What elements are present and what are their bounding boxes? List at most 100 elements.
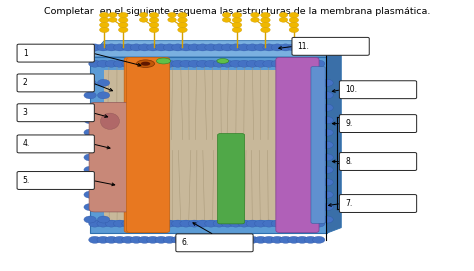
Circle shape	[196, 220, 209, 227]
Circle shape	[232, 12, 242, 18]
Circle shape	[321, 204, 333, 211]
Circle shape	[205, 236, 217, 243]
Circle shape	[289, 22, 299, 28]
Circle shape	[98, 129, 110, 136]
Circle shape	[221, 236, 234, 243]
FancyBboxPatch shape	[176, 234, 253, 252]
Circle shape	[100, 22, 109, 28]
Circle shape	[172, 44, 184, 51]
Circle shape	[139, 12, 148, 17]
Circle shape	[232, 22, 242, 28]
Circle shape	[84, 166, 96, 173]
Circle shape	[238, 60, 250, 67]
Circle shape	[122, 44, 134, 51]
Circle shape	[84, 104, 96, 111]
Ellipse shape	[141, 62, 150, 66]
Circle shape	[307, 117, 319, 124]
Circle shape	[84, 204, 96, 211]
Circle shape	[279, 17, 288, 22]
Circle shape	[307, 166, 319, 173]
Circle shape	[180, 220, 192, 227]
FancyBboxPatch shape	[311, 67, 325, 223]
Circle shape	[205, 60, 217, 67]
Circle shape	[155, 60, 167, 67]
Circle shape	[188, 220, 201, 227]
Circle shape	[188, 60, 201, 67]
Circle shape	[98, 92, 110, 99]
Circle shape	[130, 44, 142, 51]
Circle shape	[232, 17, 242, 23]
Circle shape	[118, 17, 128, 23]
Circle shape	[138, 60, 151, 67]
FancyBboxPatch shape	[292, 37, 369, 55]
Circle shape	[172, 220, 184, 227]
Circle shape	[118, 12, 128, 18]
FancyBboxPatch shape	[89, 102, 131, 212]
Circle shape	[261, 12, 270, 18]
FancyBboxPatch shape	[124, 57, 167, 233]
Circle shape	[180, 236, 192, 243]
Circle shape	[213, 236, 226, 243]
Circle shape	[307, 204, 319, 211]
Circle shape	[163, 60, 175, 67]
Text: 8.: 8.	[345, 157, 352, 166]
Text: 7.: 7.	[345, 199, 352, 208]
Text: 9.: 9.	[345, 119, 352, 128]
FancyBboxPatch shape	[127, 57, 170, 233]
FancyBboxPatch shape	[339, 153, 417, 170]
FancyBboxPatch shape	[17, 104, 94, 122]
Circle shape	[118, 22, 128, 28]
Circle shape	[246, 44, 259, 51]
Circle shape	[213, 60, 226, 67]
Circle shape	[221, 60, 234, 67]
Circle shape	[149, 27, 159, 33]
Circle shape	[307, 92, 319, 99]
Circle shape	[321, 104, 333, 111]
Circle shape	[271, 60, 283, 67]
Circle shape	[229, 236, 242, 243]
Circle shape	[296, 236, 308, 243]
Circle shape	[307, 104, 319, 111]
FancyBboxPatch shape	[90, 57, 327, 233]
Circle shape	[155, 220, 167, 227]
Circle shape	[321, 216, 333, 223]
Circle shape	[280, 44, 292, 51]
Polygon shape	[327, 41, 341, 233]
Circle shape	[280, 60, 292, 67]
Circle shape	[97, 220, 109, 227]
Circle shape	[321, 154, 333, 161]
Text: 6.: 6.	[182, 238, 189, 247]
Circle shape	[98, 104, 110, 111]
Circle shape	[130, 60, 142, 67]
FancyBboxPatch shape	[104, 70, 313, 220]
Circle shape	[280, 236, 292, 243]
Circle shape	[321, 191, 333, 198]
Circle shape	[97, 236, 109, 243]
Circle shape	[172, 60, 184, 67]
Circle shape	[296, 220, 308, 227]
Circle shape	[307, 129, 319, 136]
Circle shape	[84, 117, 96, 124]
Text: Completar  en el siguiente esquema las estructuras de la membrana plasmática.: Completar en el siguiente esquema las es…	[44, 7, 430, 16]
Circle shape	[84, 92, 96, 99]
Circle shape	[255, 220, 267, 227]
Circle shape	[89, 60, 101, 67]
Circle shape	[271, 220, 283, 227]
FancyBboxPatch shape	[339, 81, 417, 99]
Circle shape	[180, 60, 192, 67]
Text: 11.: 11.	[298, 42, 310, 51]
Circle shape	[321, 129, 333, 136]
Circle shape	[98, 191, 110, 198]
Circle shape	[105, 220, 118, 227]
Circle shape	[100, 27, 109, 33]
Circle shape	[246, 220, 259, 227]
Text: 5.: 5.	[23, 176, 30, 185]
Circle shape	[109, 12, 117, 17]
Text: 1: 1	[23, 49, 27, 58]
Circle shape	[196, 236, 209, 243]
Circle shape	[98, 166, 110, 173]
Circle shape	[147, 60, 159, 67]
Circle shape	[313, 236, 325, 243]
Circle shape	[98, 79, 110, 86]
Circle shape	[307, 191, 319, 198]
